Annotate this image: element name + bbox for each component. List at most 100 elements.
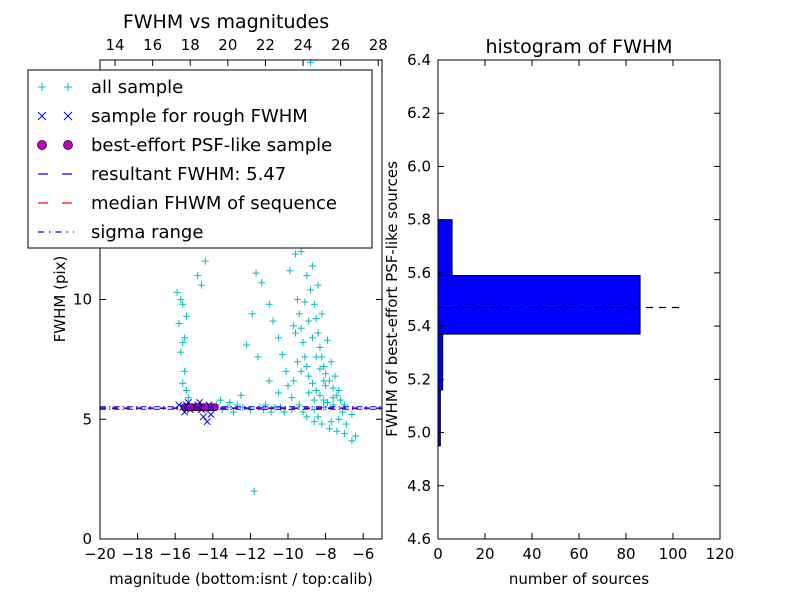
- scatter-bottom-axis: −20 −18 −16 −14 −12 −10 −8 −6: [84, 533, 374, 563]
- y-tick-label: 6.0: [407, 157, 431, 175]
- x-tick-label: −14: [197, 545, 229, 563]
- data-point-plus: [226, 398, 234, 406]
- x-tick-label: 20: [475, 545, 494, 563]
- legend-plus-symbol: [38, 83, 46, 91]
- data-point-plus: [275, 389, 283, 397]
- data-point-plus: [181, 367, 189, 375]
- data-point-plus: [293, 296, 301, 303]
- histogram-y-axis: 4.6 4.8 5.0 5.2 5.4 5.6 5.8 6.0 6.2 6.4: [407, 51, 720, 548]
- y-tick-label: 6.4: [407, 51, 431, 69]
- data-point-plus: [339, 408, 347, 416]
- data-point-plus: [201, 257, 209, 265]
- data-point-plus: [173, 288, 181, 296]
- data-point-plus: [284, 382, 292, 390]
- legend-box: [27, 69, 373, 249]
- legend-marker-plus: [38, 83, 72, 91]
- data-point-plus: [280, 408, 288, 416]
- y-tick-label: 0: [82, 530, 92, 548]
- scatter-y-axis-label: FWHM (pix): [51, 256, 69, 343]
- y-tick-label: 10: [73, 291, 92, 309]
- data-point-plus: [303, 272, 311, 280]
- legend-marker-circle: [37, 140, 73, 150]
- y-tick-label: 4.6: [407, 530, 431, 548]
- data-point-plus: [303, 363, 311, 371]
- data-point-circle: [201, 403, 210, 412]
- top-tick-label: 26: [331, 36, 350, 54]
- data-point-plus: [337, 396, 345, 404]
- y-tick-label: 5.2: [407, 370, 431, 388]
- histogram-y-axis-label: FWHM of best-effort PSF-like sources: [383, 161, 401, 437]
- data-point-plus: [299, 408, 307, 416]
- legend: all sample sample for rough FWHM best-ef…: [27, 69, 373, 249]
- data-point-x: [199, 413, 207, 421]
- y-tick-label: 5.4: [407, 317, 431, 335]
- data-point-plus: [182, 312, 190, 320]
- data-point-plus: [216, 396, 224, 404]
- data-point-plus: [301, 298, 309, 306]
- legend-x-symbol: [37, 111, 47, 121]
- y-tick-label: 6.2: [407, 104, 431, 122]
- data-point-plus: [243, 341, 251, 349]
- top-tick-label: 28: [369, 36, 388, 54]
- data-point-plus: [308, 379, 316, 387]
- data-point-plus: [348, 437, 356, 445]
- data-point-plus: [184, 394, 192, 402]
- data-point-plus: [320, 377, 328, 385]
- data-point-plus: [305, 389, 313, 397]
- histogram-bar: [437, 219, 453, 277]
- x-tick-label: −6: [352, 545, 374, 563]
- data-point-plus: [318, 420, 326, 428]
- data-point-plus: [314, 281, 322, 289]
- data-point-plus: [318, 310, 326, 318]
- data-point-plus: [314, 413, 322, 421]
- histogram-bar: [437, 275, 641, 335]
- data-point-plus: [250, 487, 258, 495]
- x-tick-label: 0: [433, 545, 443, 563]
- histogram-panel: 0 20 40 60 80 100 120 4.6 4.8 5.0 5.2 5.4 5.6 5.8 6.0…: [383, 36, 734, 588]
- data-point-plus: [299, 339, 307, 347]
- data-point-plus: [182, 387, 190, 395]
- data-point-plus: [177, 296, 185, 303]
- scatter-panel: −20 −18 −16 −14 −12 −10 −8 −6 14 16 18 20 22 24 26 28 …: [27, 11, 388, 588]
- data-point-plus: [308, 334, 316, 342]
- data-point-plus: [335, 387, 343, 395]
- legend-entry-sigma-range: sigma range: [38, 222, 203, 243]
- data-point-plus: [316, 391, 324, 399]
- data-point-plus: [248, 310, 256, 318]
- data-point-plus: [297, 367, 305, 375]
- data-point-plus: [258, 279, 266, 287]
- data-point-plus: [303, 413, 311, 421]
- data-point-plus: [179, 339, 187, 347]
- x-tick-label: −16: [159, 545, 191, 563]
- data-point-plus: [307, 286, 315, 294]
- data-point-plus: [297, 324, 305, 332]
- x-tick-label: 100: [659, 545, 688, 563]
- data-point-plus: [198, 281, 206, 289]
- data-point-plus: [340, 430, 348, 438]
- y-tick-label: 5.6: [407, 264, 431, 282]
- histogram-bar: [437, 333, 444, 391]
- data-point-plus: [335, 415, 343, 423]
- legend-x-symbol: [63, 111, 73, 121]
- legend-plus-symbol: [64, 83, 72, 91]
- data-point-plus: [269, 317, 277, 325]
- data-point-plus: [329, 384, 337, 392]
- data-point-plus: [293, 358, 301, 366]
- data-point-plus: [352, 432, 360, 440]
- histogram-bars-layer: [437, 219, 641, 447]
- y-tick-label: 4.8: [407, 477, 431, 495]
- data-point-plus: [333, 391, 341, 399]
- x-tick-label: 120: [706, 545, 735, 563]
- data-point-plus: [282, 367, 290, 375]
- x-tick-label: −10: [272, 545, 304, 563]
- data-point-plus: [275, 334, 283, 342]
- legend-label: best-effort PSF-like sample: [91, 135, 332, 156]
- x-tick-label: −12: [235, 545, 267, 563]
- data-point-plus: [320, 363, 328, 371]
- data-point-plus: [325, 425, 333, 433]
- x-tick-label: −18: [122, 545, 154, 563]
- data-point-plus: [322, 370, 330, 378]
- scatter-title: FWHM vs magnitudes: [123, 11, 329, 33]
- top-tick-label: 14: [105, 36, 124, 54]
